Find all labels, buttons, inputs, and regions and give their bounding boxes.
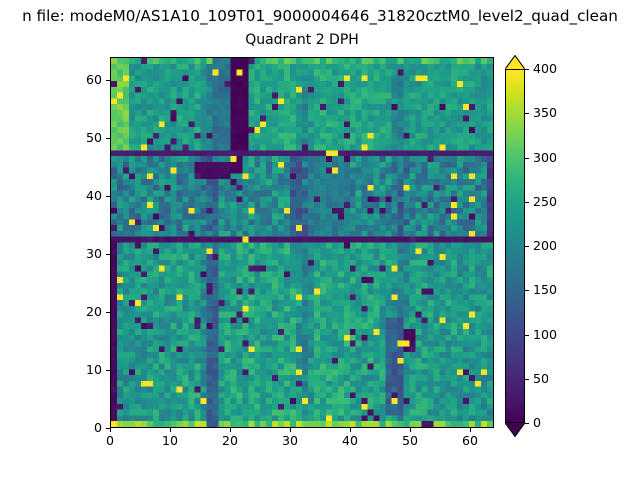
colorbar-tick-label: 200 bbox=[533, 238, 558, 253]
heatmap-axes bbox=[110, 57, 494, 428]
colorbar-tick-mark bbox=[525, 246, 529, 248]
detector-heatmap-image bbox=[111, 58, 493, 427]
x-tick-mark bbox=[350, 428, 352, 432]
colorbar-tick-mark bbox=[525, 290, 529, 292]
y-tick-label: 40 bbox=[85, 188, 102, 204]
colorbar-extend-max-outline bbox=[505, 55, 525, 69]
colorbar-tick-mark bbox=[525, 157, 529, 159]
colorbar-tick-mark bbox=[525, 69, 529, 71]
y-tick-label: 50 bbox=[85, 130, 102, 146]
x-tick-label: 30 bbox=[281, 433, 299, 448]
colorbar-tick-label: 250 bbox=[533, 193, 558, 209]
y-tick-label: 10 bbox=[85, 362, 102, 378]
y-tick-mark bbox=[106, 138, 110, 140]
y-tick-mark bbox=[106, 254, 110, 256]
colorbar-tick-mark bbox=[525, 201, 529, 203]
x-tick-mark bbox=[170, 428, 172, 432]
y-tick-mark bbox=[106, 196, 110, 198]
x-tick-mark bbox=[410, 428, 412, 432]
y-tick-mark bbox=[106, 312, 110, 314]
colorbar-gradient bbox=[505, 69, 525, 423]
y-tick-mark bbox=[106, 370, 110, 372]
x-tick-label: 10 bbox=[161, 433, 179, 448]
colorbar-tick-label: 0 bbox=[533, 415, 542, 430]
y-tick-mark bbox=[106, 428, 110, 430]
x-tick-label: 20 bbox=[221, 433, 239, 448]
colorbar-tick-label: 300 bbox=[533, 149, 558, 165]
x-tick-mark bbox=[110, 428, 112, 432]
x-tick-mark bbox=[290, 428, 292, 432]
colorbar-extend-min-arrow bbox=[505, 423, 525, 437]
y-tick-label: 30 bbox=[85, 246, 102, 262]
colorbar-tick-label: 100 bbox=[533, 326, 558, 342]
colorbar-tick-label: 350 bbox=[533, 105, 558, 121]
colorbar-tick-mark bbox=[525, 334, 529, 336]
y-tick-label: 0 bbox=[93, 420, 102, 435]
y-tick-mark bbox=[106, 80, 110, 82]
x-tick-label: 60 bbox=[461, 433, 479, 448]
x-tick-mark bbox=[470, 428, 472, 432]
colorbar-tick-label: 150 bbox=[533, 282, 558, 298]
y-tick-label: 20 bbox=[85, 304, 102, 320]
colorbar-extend-max-arrow bbox=[505, 55, 525, 69]
colorbar-tick-mark bbox=[525, 423, 529, 425]
x-tick-label: 0 bbox=[105, 433, 115, 448]
axes-title: Quadrant 2 DPH bbox=[245, 32, 359, 48]
colorbar-tick-label: 400 bbox=[533, 61, 558, 76]
colorbar bbox=[505, 55, 525, 437]
colorbar-tick-label: 50 bbox=[533, 370, 550, 386]
colorbar-extend-min-outline bbox=[505, 423, 525, 437]
figure-suptitle: n file: modeM0/AS1A10_109T01_9000004646_… bbox=[22, 7, 618, 25]
x-tick-mark bbox=[230, 428, 232, 432]
x-tick-label: 40 bbox=[341, 433, 359, 448]
colorbar-tick-mark bbox=[525, 113, 529, 115]
x-tick-label: 50 bbox=[401, 433, 419, 448]
y-tick-label: 60 bbox=[85, 72, 102, 88]
colorbar-tick-mark bbox=[525, 378, 529, 380]
